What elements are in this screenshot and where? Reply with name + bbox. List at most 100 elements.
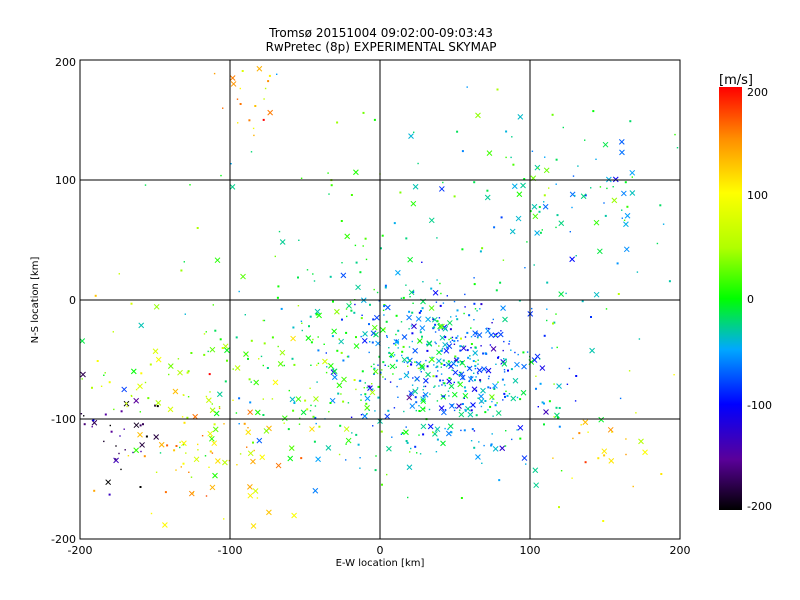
scatter-point <box>300 409 307 416</box>
scatter-point <box>460 497 463 499</box>
scatter-point <box>470 336 473 338</box>
scatter-point <box>350 309 353 312</box>
scatter-point <box>444 409 447 411</box>
scatter-point <box>476 332 478 334</box>
scatter-point <box>259 454 266 461</box>
scatter-point <box>409 403 416 409</box>
scatter-point <box>454 406 457 409</box>
scatter-point <box>535 375 537 377</box>
scatter-point <box>520 389 527 396</box>
scatter-point <box>438 405 445 411</box>
scatter-point <box>448 363 454 370</box>
scatter-point <box>459 345 462 348</box>
scatter-point <box>626 205 629 208</box>
scatter-point <box>118 452 120 455</box>
scatter-point <box>250 458 256 465</box>
scatter-point <box>492 415 494 417</box>
scatter-point <box>262 118 265 121</box>
scatter-point <box>345 437 352 444</box>
scatter-point <box>453 300 456 303</box>
scatter-point <box>432 431 434 434</box>
scatter-point <box>205 495 208 497</box>
scatter-point <box>603 454 606 457</box>
scatter-point <box>331 335 334 338</box>
scatter-point <box>543 402 545 405</box>
scatter-point <box>427 423 434 430</box>
scatter-point <box>453 340 456 343</box>
scatter-point <box>306 269 309 271</box>
scatter-point <box>598 416 605 423</box>
scatter-point <box>592 110 595 113</box>
scatter-point <box>430 287 433 290</box>
scatter-point <box>341 376 347 383</box>
scatter-point <box>461 403 464 405</box>
scatter-point <box>208 373 211 376</box>
scatter-point <box>475 360 477 363</box>
scatter-point <box>578 432 581 435</box>
scatter-point <box>436 358 442 364</box>
scatter-point <box>104 372 106 374</box>
scatter-point <box>500 216 503 219</box>
scatter-point <box>457 381 464 388</box>
scatter-point <box>426 343 428 346</box>
scatter-point <box>139 486 142 488</box>
scatter-point <box>467 408 469 410</box>
scatter-point <box>357 443 360 446</box>
scatter-point <box>593 219 600 226</box>
scatter-point <box>401 350 404 353</box>
scatter-point <box>556 383 562 390</box>
scatter-point <box>443 395 446 398</box>
scatter-point <box>187 396 190 398</box>
scatter-point <box>364 237 367 240</box>
scatter-point <box>196 227 199 229</box>
scatter-point <box>504 395 506 398</box>
scatter-point <box>511 438 513 441</box>
scatter-point <box>372 388 374 390</box>
scatter-point <box>406 441 409 444</box>
scatter-point <box>360 414 363 416</box>
scatter-point <box>353 343 360 349</box>
scatter-point <box>325 352 327 354</box>
scatter-point <box>565 292 567 295</box>
scatter-point <box>443 382 446 385</box>
scatter-point <box>209 484 216 491</box>
scatter-point <box>490 346 497 352</box>
scatter-point <box>587 431 589 433</box>
scatter-point <box>488 375 490 378</box>
scatter-point <box>558 220 565 227</box>
scatter-point <box>393 338 400 345</box>
scatter-point <box>177 358 180 360</box>
scatter-point <box>377 364 379 366</box>
scatter-point <box>611 197 618 204</box>
scatter-point <box>485 327 491 334</box>
scatter-point <box>408 390 415 397</box>
scatter-point <box>411 323 417 330</box>
scatter-point <box>629 190 636 196</box>
scatter-point <box>113 457 119 464</box>
scatter-point <box>580 424 582 426</box>
scatter-point <box>189 184 191 186</box>
scatter-point <box>470 409 473 412</box>
scatter-point <box>368 387 371 390</box>
scatter-point <box>380 430 383 433</box>
scatter-point <box>454 355 457 358</box>
scatter-point <box>444 427 446 430</box>
scatter-point <box>473 430 476 432</box>
scatter-point <box>458 411 465 418</box>
scatter-point <box>166 444 169 447</box>
scatter-point <box>464 306 466 308</box>
chart-subtitle: RwPretec (8p) EXPERIMENTAL SKYMAP <box>266 40 497 54</box>
scatter-point <box>280 307 283 310</box>
scatter-point <box>317 336 319 338</box>
scatter-point <box>120 468 122 471</box>
scatter-point <box>403 372 410 379</box>
plot-frame <box>79 59 681 540</box>
scatter-point <box>247 357 249 360</box>
scatter-point <box>508 340 511 342</box>
scatter-point <box>125 402 128 405</box>
scatter-point <box>262 398 264 400</box>
scatter-point <box>508 343 510 345</box>
scatter-point <box>407 361 409 363</box>
scatter-point <box>347 355 350 358</box>
scatter-point <box>188 471 190 473</box>
